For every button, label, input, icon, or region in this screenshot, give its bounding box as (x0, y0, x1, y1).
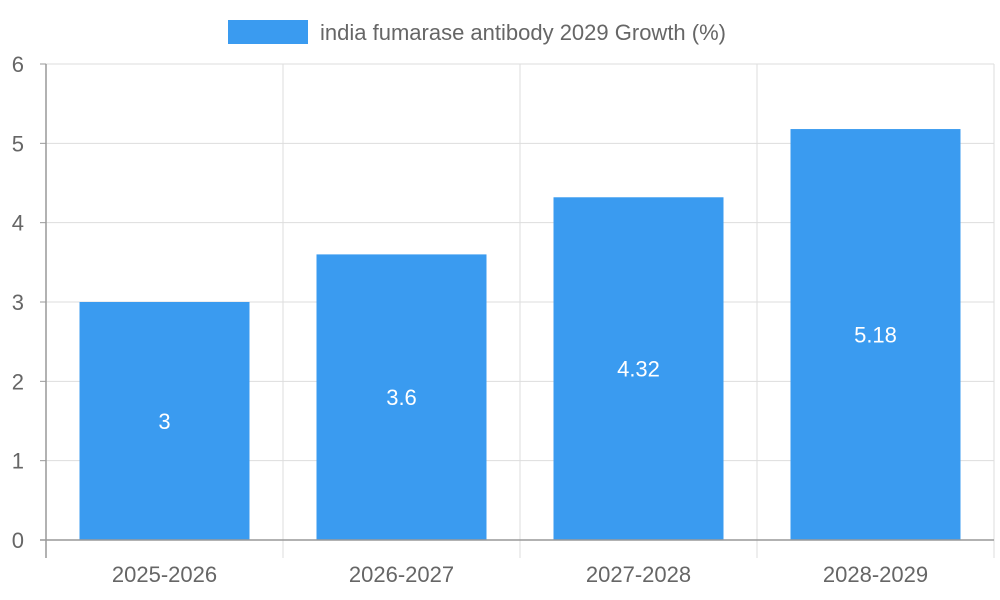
bar[interactable] (553, 197, 724, 540)
bars-layer (79, 129, 961, 540)
legend-label[interactable]: india fumarase antibody 2029 Growth (%) (320, 20, 726, 45)
bar[interactable] (79, 302, 250, 540)
bar-value-label: 5.18 (854, 323, 897, 348)
y-tick-label: 2 (12, 369, 24, 394)
legend-swatch[interactable] (228, 20, 308, 44)
y-tick-label: 1 (12, 449, 24, 474)
x-tick-label: 2026-2027 (349, 562, 454, 587)
bar[interactable] (316, 254, 487, 540)
x-tick-label: 2027-2028 (586, 562, 691, 587)
x-tick-label: 2028-2029 (823, 562, 928, 587)
axes-layer (40, 63, 995, 558)
x-tick-label: 2025-2026 (112, 562, 217, 587)
y-tick-label: 5 (12, 131, 24, 156)
y-tick-label: 3 (12, 290, 24, 315)
labels-layer: 0 1 2 3 4 5 6 3 2025-2026 3.6 2026-2027 4.32 2027-20… (12, 52, 928, 587)
y-tick-label: 6 (12, 52, 24, 77)
bar-value-label: 3 (158, 409, 170, 434)
legend[interactable]: india fumarase antibody 2029 Growth (%) (228, 20, 726, 45)
bar-value-label: 3.6 (386, 385, 417, 410)
bar-value-label: 4.32 (617, 357, 660, 382)
y-tick-label: 4 (12, 211, 24, 236)
bar[interactable] (790, 129, 961, 540)
y-tick-label: 0 (12, 528, 24, 553)
